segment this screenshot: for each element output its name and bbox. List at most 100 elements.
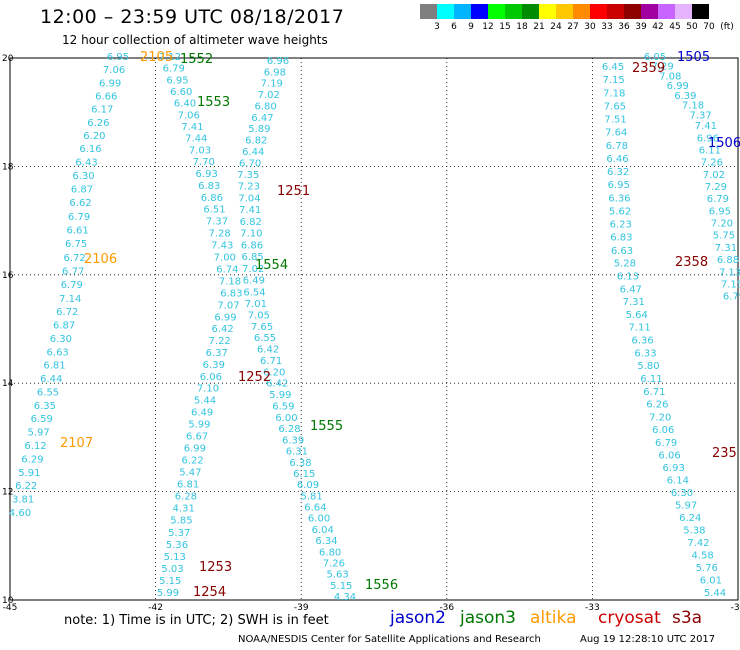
swh-value: 6.47 <box>251 113 273 124</box>
scale-swatch <box>471 4 488 19</box>
scale-swatch <box>437 4 454 19</box>
swh-value: 6.79 <box>68 212 90 223</box>
swh-value: 7.28 <box>208 229 230 240</box>
swh-value: 6.11 <box>699 145 721 156</box>
swh-value: 6.31 <box>286 447 308 458</box>
scale-swatch <box>641 4 658 19</box>
swh-value: 6.98 <box>264 67 286 78</box>
scale-swatch <box>573 4 590 19</box>
swh-value: 6.44 <box>40 374 62 385</box>
pass-id-label: 1553 <box>197 95 230 110</box>
swh-value: 4.60 <box>9 508 31 519</box>
swh-value: 6.20 <box>83 131 105 142</box>
scale-label: 21 <box>533 22 545 32</box>
swh-value: 7.06 <box>178 110 200 121</box>
swh-value: 6.09 <box>297 480 319 491</box>
pass-id-label: 2358 <box>675 255 708 270</box>
swh-value: 7.29 <box>651 62 673 73</box>
swh-value: 5.85 <box>170 516 192 527</box>
legend-s3a: s3a <box>672 608 703 628</box>
swh-value: 6.40 <box>174 99 196 110</box>
swh-value: 5.99 <box>188 419 210 430</box>
swh-value: 7.08 <box>659 71 681 82</box>
swh-value: 7.10 <box>240 229 262 240</box>
swh-value: 6.72 <box>64 253 86 264</box>
swh-value: 5.36 <box>166 540 188 551</box>
swh-value: 6.79 <box>61 280 83 291</box>
swh-value: 5.91 <box>18 468 40 479</box>
swh-value: 7.20 <box>649 412 671 423</box>
swh-value: 7.31 <box>715 243 737 254</box>
swh-value: 6.79 <box>723 292 740 303</box>
swh-value: 6.59 <box>31 414 53 425</box>
swh-value: 7.43 <box>211 241 233 252</box>
swh-value: 5.97 <box>28 428 50 439</box>
pass-id-label: 235 <box>712 446 737 461</box>
scale-swatch <box>539 4 556 19</box>
swh-value: 6.06 <box>652 425 674 436</box>
swh-value: 6.83 <box>610 233 632 244</box>
legend-altika: altika <box>530 608 577 628</box>
swh-value: 5.75 <box>713 231 735 242</box>
swh-value: 6.79 <box>655 438 677 449</box>
map-frame <box>9 57 739 601</box>
swh-value: 7.02 <box>703 170 725 181</box>
swh-value: 6.99 <box>99 78 121 89</box>
swh-value: 7.00 <box>214 253 236 264</box>
scale-swatch <box>505 4 522 19</box>
pass-id-label: 1552 <box>180 52 213 67</box>
pass-id-label: 1251 <box>277 184 310 199</box>
swh-value: 7.31 <box>623 297 645 308</box>
pass-id-label: 1555 <box>310 419 343 434</box>
swh-value: 6.28 <box>278 424 300 435</box>
swh-value: 6.60 <box>170 87 192 98</box>
swh-value: 5.03 <box>161 564 183 575</box>
swh-value: 6.30 <box>671 488 693 499</box>
swh-value: 6.93 <box>196 169 218 180</box>
lon-tick-label: -36 <box>439 603 454 613</box>
swh-value: 7.22 <box>209 336 231 347</box>
swh-value: 7.15 <box>721 279 740 290</box>
swh-value: 5.76 <box>696 563 718 574</box>
swh-value: 5.97 <box>675 501 697 512</box>
swh-value: 7.19 <box>261 79 283 90</box>
swh-value: 7.06 <box>103 65 125 76</box>
swh-value: 6.86 <box>201 193 223 204</box>
swh-value: 7.13 <box>719 267 740 278</box>
lat-tick-label: 18 <box>2 162 14 172</box>
pass-id-label: 2107 <box>60 436 93 451</box>
swh-value: 6.49 <box>243 276 265 287</box>
swh-value: 7.65 <box>604 101 626 112</box>
swh-value: 6.45 <box>602 62 624 73</box>
swh-value: 6.95 <box>608 180 630 191</box>
swh-value: 5.62 <box>609 206 631 217</box>
swh-value: 6.93 <box>663 463 685 474</box>
lat-tick-label: 16 <box>2 271 14 281</box>
swh-value: 6.30 <box>72 171 94 182</box>
swh-value: 5.38 <box>683 526 705 537</box>
swh-value: 7.04 <box>238 193 260 204</box>
swh-value: 6.71 <box>260 356 282 367</box>
swh-value: 6.26 <box>646 400 668 411</box>
lat-tick-label: 14 <box>2 379 14 389</box>
swh-value: 6.16 <box>79 144 101 155</box>
swh-value: 7.01 <box>245 299 267 310</box>
swh-value: 7.18 <box>603 88 625 99</box>
swh-value: 6.37 <box>206 348 228 359</box>
swh-value: 7.02 <box>258 90 280 101</box>
swh-value: 5.89 <box>248 124 270 135</box>
swh-value: 6.83 <box>198 181 220 192</box>
scale-swatch <box>488 4 505 19</box>
pass-id-label: 1254 <box>193 585 226 600</box>
swh-value: 5.13 <box>164 552 186 563</box>
swh-value: 7.26 <box>323 558 345 569</box>
lon-tick-label: -42 <box>148 603 163 613</box>
swh-value: 6.77 <box>62 266 84 277</box>
swh-value: 7.20 <box>711 219 733 230</box>
swh-value: 6.66 <box>95 92 117 103</box>
generated-timestamp: Aug 19 12:28:10 UTC 2017 <box>580 634 716 645</box>
swh-value: 6.63 <box>47 347 69 358</box>
page-title: 12:00 – 23:59 UTC 08/18/2017 <box>40 6 345 28</box>
scale-swatch <box>590 4 607 19</box>
scale-swatch <box>692 4 709 19</box>
